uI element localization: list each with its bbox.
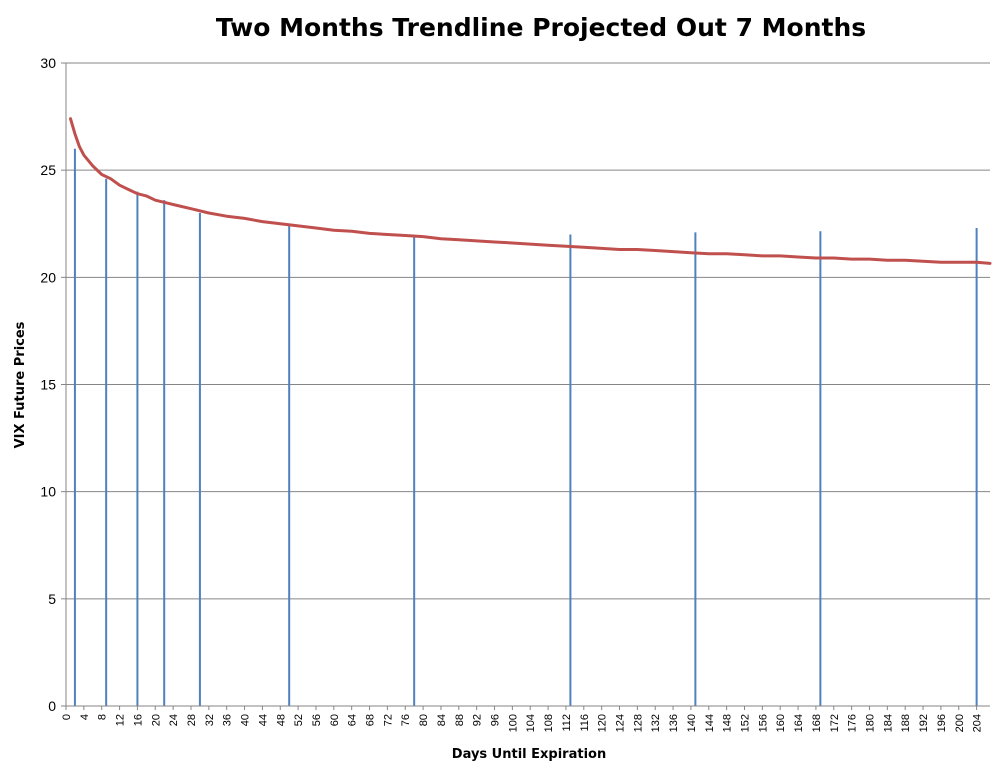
x-tick-label: 136 — [668, 714, 680, 732]
x-tick-label: 48 — [275, 714, 287, 726]
x-tick-label: 28 — [186, 714, 198, 726]
gridlines — [61, 62, 990, 707]
x-tick-label: 116 — [579, 714, 591, 732]
x-tick-label: 120 — [597, 714, 609, 732]
x-tick-label: 100 — [507, 714, 519, 732]
x-tick-label: 160 — [775, 714, 787, 732]
x-tick-label: 92 — [472, 714, 484, 726]
x-tick-label: 40 — [240, 714, 252, 726]
x-tick-label: 152 — [739, 714, 751, 732]
y-tick-label: 25 — [40, 162, 56, 178]
x-tick-label: 108 — [543, 714, 555, 732]
x-tick-label: 104 — [525, 714, 537, 732]
x-tick-labels: 0 4 8 12 16 20 24 28 32 36 40 44 48 52 56 60 64 68 72 76 80 8… — [61, 714, 984, 732]
chart-title: Two Months Trendline Projected Out 7 Mon… — [216, 13, 866, 42]
x-tick-label: 36 — [222, 714, 234, 726]
y-axis-label: VIX Future Prices — [13, 321, 28, 448]
x-tick-label: 180 — [864, 714, 876, 732]
x-axis-label: Days Until Expiration — [452, 747, 606, 762]
x-tick-label: 132 — [650, 714, 662, 732]
x-tick-label: 168 — [811, 714, 823, 732]
y-tick-label: 30 — [40, 55, 56, 71]
y-tick-label: 5 — [48, 591, 56, 607]
x-tick-label: 128 — [632, 714, 644, 732]
x-tick-label: 72 — [382, 714, 394, 726]
x-tick-label: 4 — [79, 714, 91, 720]
x-tick-label: 56 — [311, 714, 323, 726]
x-tick-label: 184 — [882, 714, 894, 732]
line-series — [69, 117, 992, 265]
x-tick-label: 12 — [115, 714, 127, 726]
x-tick-label: 32 — [204, 714, 216, 726]
x-tick-label: 204 — [972, 714, 984, 732]
x-tick-label: 192 — [918, 714, 930, 732]
axes — [65, 63, 990, 710]
x-tick-label: 176 — [847, 714, 859, 732]
x-tick-label: 60 — [329, 714, 341, 726]
y-tick-label: 15 — [40, 377, 56, 393]
x-tick-label: 88 — [454, 714, 466, 726]
x-tick-label: 164 — [793, 714, 805, 732]
y-tick-label: 20 — [40, 269, 56, 285]
x-tick-label: 156 — [757, 714, 769, 732]
x-tick-label: 80 — [418, 714, 430, 726]
y-tick-label: 0 — [48, 698, 56, 714]
x-tick-label: 76 — [400, 714, 412, 726]
x-tick-label: 196 — [936, 714, 948, 732]
x-tick-label: 64 — [347, 714, 359, 726]
y-tick-label: 10 — [40, 484, 56, 500]
y-tick-labels: 0 5 10 15 20 25 30 — [40, 55, 56, 714]
x-tick-label: 148 — [722, 714, 734, 732]
x-tick-label: 52 — [293, 714, 305, 726]
x-tick-label: 188 — [900, 714, 912, 732]
x-tick-label: 84 — [436, 714, 448, 726]
x-tick-label: 8 — [97, 714, 109, 720]
x-tick-label: 124 — [615, 714, 627, 732]
x-tick-label: 140 — [686, 714, 698, 732]
x-tick-label: 16 — [132, 714, 144, 726]
x-tick-label: 172 — [829, 714, 841, 732]
x-tick-label: 144 — [704, 714, 716, 732]
trendline — [69, 117, 992, 265]
x-tick-label: 20 — [150, 714, 162, 726]
x-tick-label: 0 — [61, 714, 73, 720]
x-tick-label: 24 — [168, 714, 180, 726]
x-tick-label: 112 — [561, 714, 573, 732]
x-tick-label: 200 — [954, 714, 966, 732]
x-tick-label: 68 — [365, 714, 377, 726]
x-tick-label: 96 — [490, 714, 502, 726]
bar-series — [73, 148, 978, 706]
x-tick-label: 44 — [257, 714, 269, 726]
